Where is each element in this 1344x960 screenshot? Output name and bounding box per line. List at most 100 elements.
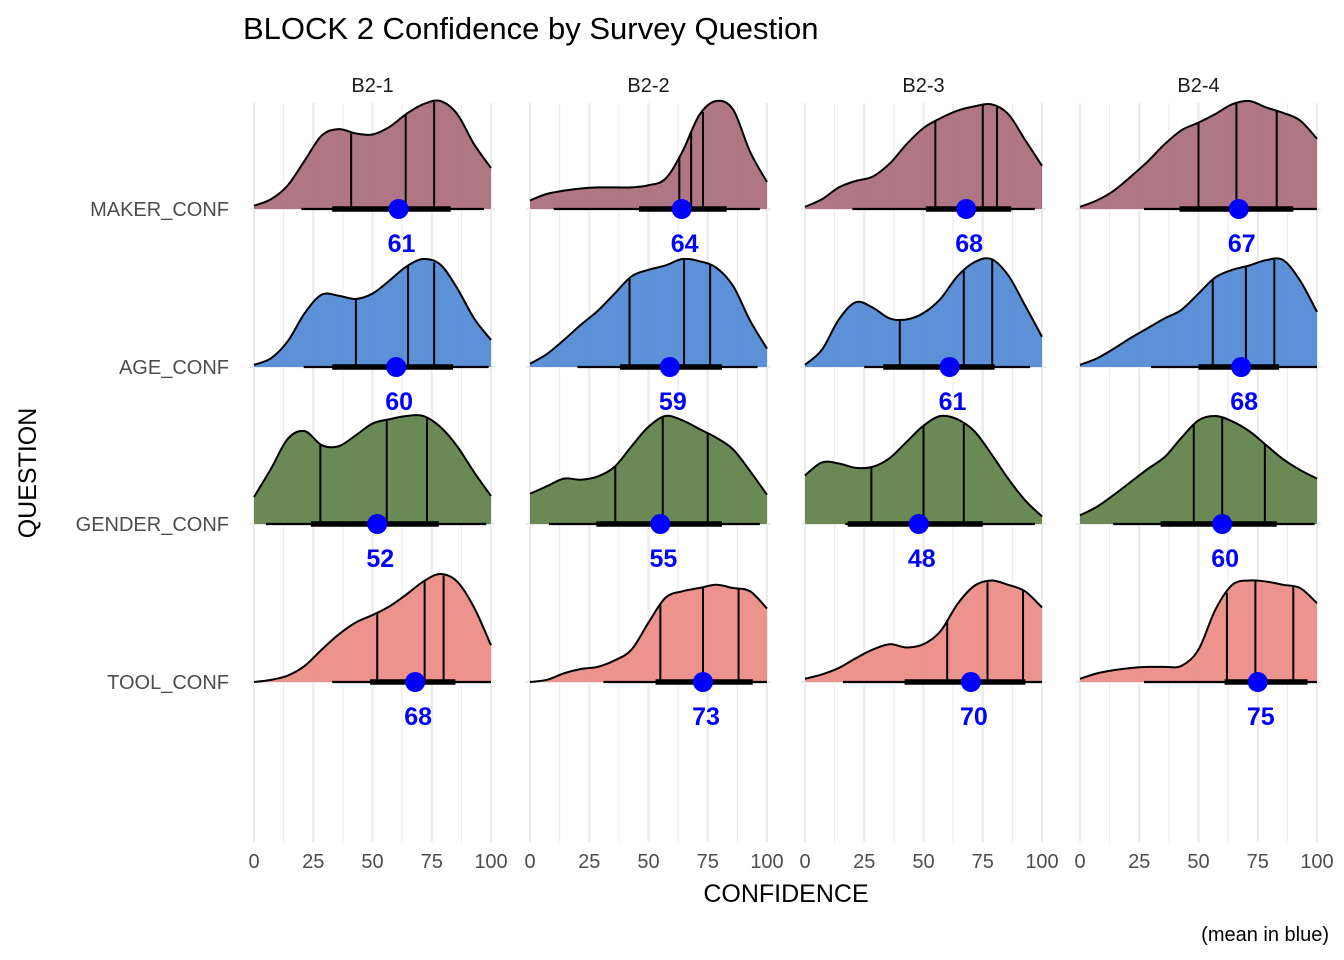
- density-outline: [529, 257, 768, 365]
- mean-label: 61: [939, 388, 967, 416]
- ridge-series: 60: [1079, 414, 1318, 573]
- mean-point: [659, 357, 680, 377]
- density-area: [1080, 580, 1317, 682]
- density-area: [805, 580, 1042, 682]
- mean-label: 68: [955, 230, 983, 258]
- ridge-series: 55: [529, 414, 768, 573]
- density-area: [530, 415, 767, 524]
- mean-point: [405, 672, 426, 692]
- x-tick-label: 0: [524, 851, 535, 873]
- density-outline: [253, 572, 492, 683]
- facet-strip-label: B2-1: [351, 75, 393, 97]
- density-outline: [253, 99, 492, 207]
- y-tick-label: TOOL_CONF: [107, 672, 229, 694]
- x-tick-label: 0: [248, 851, 259, 873]
- mean-point: [386, 357, 407, 377]
- y-axis-tick-labels: MAKER_CONF AGE_CONF GENDER_CONF TOOL_CONF: [76, 199, 229, 694]
- y-tick-label: MAKER_CONF: [90, 199, 229, 221]
- density-area: [254, 100, 491, 209]
- x-tick-label: 75: [1247, 851, 1269, 873]
- mean-point: [908, 514, 929, 534]
- mean-label: 61: [388, 230, 416, 258]
- ridge-series: 59: [529, 257, 768, 416]
- ridge-series: 52: [253, 414, 492, 573]
- density-area: [254, 258, 491, 367]
- density-area: [805, 258, 1042, 367]
- ridge-series: 68: [253, 572, 492, 731]
- density-outline: [1079, 579, 1318, 680]
- mean-label: 67: [1228, 230, 1256, 258]
- mean-label: 64: [671, 230, 699, 258]
- mean-label: 75: [1247, 703, 1275, 731]
- x-tick-label: 50: [1187, 851, 1209, 873]
- x-tick-label: 25: [578, 851, 600, 873]
- x-tick-label: 100: [750, 851, 783, 873]
- mean-point: [939, 357, 960, 377]
- x-tick-label: 100: [1300, 851, 1333, 873]
- density-outline: [804, 257, 1043, 366]
- ridge-series: 67: [1079, 99, 1318, 258]
- facet-panels: B2-1 0 25 50 75 100 B2-2 0 25 50 75 100 B2-3 0 25 50 75 1…: [248, 75, 1333, 873]
- mean-point: [671, 199, 692, 219]
- x-tick-label: 50: [361, 851, 383, 873]
- ridge-series: 75: [1079, 579, 1318, 731]
- x-tick-label: 0: [1074, 851, 1085, 873]
- density-outline: [529, 414, 768, 496]
- density-area: [254, 415, 491, 524]
- density-area: [254, 574, 491, 682]
- ridge-series: 68: [804, 102, 1043, 258]
- mean-label: 60: [1211, 545, 1239, 573]
- mean-label: 48: [908, 545, 936, 573]
- chart-caption: (mean in blue): [1201, 924, 1329, 946]
- mean-point: [367, 514, 388, 534]
- density-outline: [1079, 257, 1318, 366]
- facet-strip-label: B2-4: [1177, 75, 1219, 97]
- x-tick-label: 25: [1128, 851, 1150, 873]
- ridge-series: 48: [804, 414, 1043, 573]
- ridge-series: 60: [253, 257, 492, 416]
- mean-label: 68: [1230, 388, 1258, 416]
- density-area: [530, 584, 767, 682]
- mean-label: 59: [659, 388, 687, 416]
- mean-label: 70: [960, 703, 988, 731]
- ridge-series: 70: [804, 579, 1043, 731]
- ridge-series: 73: [529, 583, 768, 731]
- mean-point: [1212, 514, 1233, 534]
- mean-point: [650, 514, 671, 534]
- density-outline: [253, 414, 492, 498]
- x-tick-label: 100: [474, 851, 507, 873]
- x-tick-label: 50: [912, 851, 934, 873]
- mean-point: [960, 672, 981, 692]
- x-tick-label: 75: [421, 851, 443, 873]
- density-outline: [529, 583, 768, 683]
- density-outline: [1079, 414, 1318, 517]
- ridge-series: 64: [529, 99, 768, 258]
- mean-point: [1231, 357, 1252, 377]
- x-tick-label: 0: [799, 851, 810, 873]
- mean-label: 52: [366, 545, 394, 573]
- mean-point: [1228, 199, 1249, 219]
- mean-label: 60: [385, 388, 413, 416]
- y-tick-label: AGE_CONF: [119, 357, 229, 379]
- x-axis-label: CONFIDENCE: [703, 880, 868, 908]
- chart-title: BLOCK 2 Confidence by Survey Question: [243, 11, 819, 46]
- density-outline: [804, 579, 1043, 680]
- mean-point: [693, 672, 714, 692]
- mean-label: 68: [404, 703, 432, 731]
- density-area: [530, 258, 767, 367]
- density-outline: [253, 257, 492, 366]
- x-tick-label: 25: [853, 851, 875, 873]
- mean-point: [388, 199, 409, 219]
- x-tick-label: 75: [697, 851, 719, 873]
- density-outline: [529, 99, 768, 202]
- facet-strip-label: B2-3: [902, 75, 944, 97]
- ridge-series: 61: [253, 99, 492, 258]
- x-tick-label: 75: [972, 851, 994, 873]
- mean-label: 55: [649, 545, 677, 573]
- x-tick-label: 100: [1025, 851, 1058, 873]
- mean-point: [956, 199, 977, 219]
- x-tick-label: 25: [302, 851, 324, 873]
- x-tick-label: 50: [637, 851, 659, 873]
- y-tick-label: GENDER_CONF: [76, 514, 229, 536]
